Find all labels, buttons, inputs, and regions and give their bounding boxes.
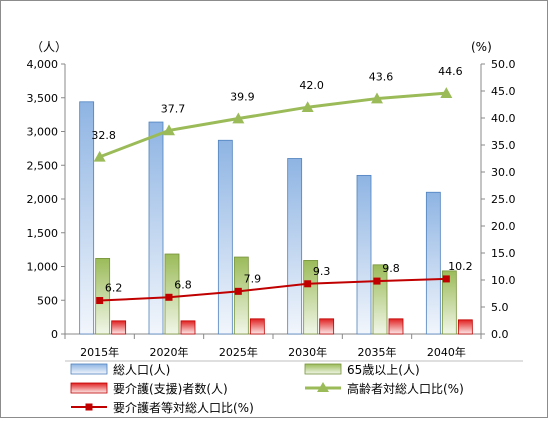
legend-marker-care-ratio xyxy=(85,403,93,411)
left-tick-label: 1,500 xyxy=(27,227,59,240)
care-ratio-label: 9.3 xyxy=(313,265,331,278)
care-ratio-label: 9.8 xyxy=(382,262,400,275)
elderly-ratio-marker xyxy=(232,112,245,124)
legend-swatch-care-required xyxy=(70,382,108,394)
right-tick-label: 30.0 xyxy=(491,166,516,179)
left-axis-unit: （人） xyxy=(31,40,67,54)
right-tick-label: 50.0 xyxy=(491,58,516,71)
left-tick-label: 0 xyxy=(51,328,58,341)
right-tick-label: 20.0 xyxy=(491,220,516,233)
elderly-ratio-label: 44.6 xyxy=(438,65,463,78)
bar-total-population xyxy=(217,139,233,335)
elderly-ratio-label: 42.0 xyxy=(299,79,324,92)
care-ratio-marker xyxy=(442,275,450,283)
left-tick-label: 2,500 xyxy=(27,159,59,172)
left-tick-label: 3,500 xyxy=(27,92,59,105)
bar-total-population xyxy=(148,121,164,335)
bar-care-required xyxy=(249,318,265,335)
left-tick-label: 3,000 xyxy=(27,126,59,139)
care-ratio-label: 6.8 xyxy=(174,278,192,291)
x-tick-label: 2035年 xyxy=(358,345,397,359)
elderly-ratio-label: 37.7 xyxy=(161,102,186,115)
bar-care-required xyxy=(319,318,335,335)
legend: 総人口(人) 65歳以上(人) 要介護(支援)者数(人) 高齢者対総人口比(%) 要介護… xyxy=(65,360,523,415)
elderly-ratio-label: 32.8 xyxy=(91,129,116,142)
bar-total-population xyxy=(425,191,441,335)
legend-label-care-required: 要介護(支援)者数(人) xyxy=(113,381,228,396)
left-tick-label: 2,000 xyxy=(27,193,59,206)
care-ratio-marker xyxy=(373,277,381,285)
right-tick-label: 40.0 xyxy=(491,112,516,125)
elderly-ratio-marker xyxy=(371,92,383,104)
x-tick-label: 2040年 xyxy=(427,345,466,359)
care-ratio-line xyxy=(99,277,447,302)
bar-age65-over xyxy=(372,264,388,335)
legend-marker-elderly-ratio xyxy=(317,382,329,392)
legend-label-age65-over: 65歳以上(人) xyxy=(347,363,420,377)
legend-swatch-age65-over xyxy=(304,363,342,375)
bar-care-required xyxy=(180,320,196,335)
bar-care-required xyxy=(111,320,127,335)
right-tick-label: 35.0 xyxy=(491,139,516,152)
bar-age65-over xyxy=(95,257,111,335)
care-ratio-marker xyxy=(234,287,242,295)
care-ratio-label: 6.2 xyxy=(105,282,123,295)
bar-total-population xyxy=(79,101,95,335)
right-tick-label: 15.0 xyxy=(491,247,516,260)
legend-swatch-total-population xyxy=(70,363,108,375)
left-tick-label: 500 xyxy=(37,294,58,307)
care-ratio-marker xyxy=(96,297,104,305)
x-tick-label: 2020年 xyxy=(150,345,189,359)
care-ratio-marker xyxy=(304,280,312,288)
left-tick-label: 4,000 xyxy=(27,58,59,71)
right-tick-label: 10.0 xyxy=(491,274,516,287)
bar-age65-over xyxy=(233,256,249,335)
bar-age65-over xyxy=(441,270,457,335)
legend-label-elderly-ratio: 高齢者対総人口比(%) xyxy=(347,381,464,396)
legend-label-care-ratio: 要介護者等対総人口比(%) xyxy=(113,400,254,415)
right-tick-label: 0.0 xyxy=(491,328,509,341)
elderly-ratio-line xyxy=(99,91,447,159)
bar-care-required xyxy=(457,319,473,335)
care-ratio-label: 10.2 xyxy=(448,260,473,273)
x-tick-label: 2030年 xyxy=(288,345,327,359)
care-ratio-marker xyxy=(165,293,173,301)
elderly-ratio-label: 39.9 xyxy=(230,91,255,104)
elderly-ratio-marker xyxy=(163,124,175,136)
elderly-ratio-marker xyxy=(301,101,314,112)
right-tick-label: 25.0 xyxy=(491,193,516,206)
elderly-ratio-label: 43.6 xyxy=(369,71,394,84)
x-tick-label: 2015年 xyxy=(80,345,119,359)
x-tick-label: 2025年 xyxy=(219,345,258,359)
bar-total-population xyxy=(287,158,303,335)
legend-label-total-population: 総人口(人) xyxy=(113,363,170,377)
elderly-ratio-marker xyxy=(93,150,106,162)
elderly-ratio-marker xyxy=(440,87,453,98)
care-ratio-label: 7.9 xyxy=(244,272,262,285)
bar-age65-over xyxy=(303,260,319,335)
plot-area: 0 500 1,000 1,500 2,000 2,500 3,000 3,500 4,000 0… xyxy=(27,40,516,359)
bar-care-required xyxy=(388,318,404,335)
left-tick-label: 1,000 xyxy=(27,261,59,274)
bar-total-population xyxy=(356,174,372,335)
right-axis-unit: (%) xyxy=(471,40,492,54)
right-tick-label: 5.0 xyxy=(491,301,509,314)
right-tick-label: 45.0 xyxy=(491,85,516,98)
